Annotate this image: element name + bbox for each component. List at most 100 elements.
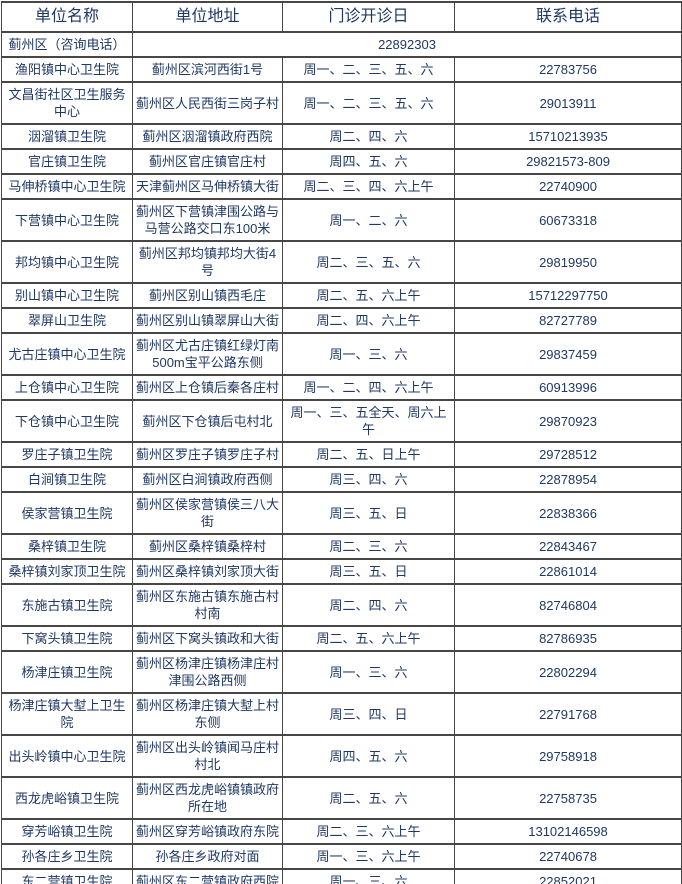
schedule-cell: 周二、三、六: [282, 533, 455, 560]
phone-cell: 22783756: [454, 56, 682, 83]
address-cell: 蓟州区下窝头镇政和大街: [132, 625, 283, 652]
phone-cell: 22852021: [454, 868, 682, 884]
phone-cell: 13102146598: [454, 818, 682, 845]
table-row: 东二营镇卫生院 蓟州区东二营镇政府西院 周一、三、六 22852021: [1, 868, 682, 884]
address-cell: 蓟州区人民西街三岗子村: [132, 81, 283, 125]
table-row: 杨津庄镇卫生院 蓟州区杨津庄镇杨津庄村津围公路西侧 周一、三、六 22802294: [1, 650, 682, 694]
address-cell: 蓟州区东施古镇东施古村村南: [132, 583, 283, 627]
address-cell: 蓟州区东二营镇政府西院: [132, 868, 283, 884]
phone-cell: 22838366: [454, 491, 682, 535]
unit-name-cell: 东施古镇卫生院: [1, 583, 133, 627]
unit-name-cell: 洇溜镇卫生院: [1, 123, 133, 150]
table-row: 邦均镇中心卫生院 蓟州区邦均镇邦均大街4号 周二、三、五、六 29819950: [1, 240, 682, 284]
schedule-cell: 周一、二、四、六上午: [282, 374, 455, 401]
table-row: 罗庄子镇卫生院 蓟州区罗庄子镇罗庄子村 周二、五、日上午 29728512: [1, 441, 682, 468]
table-row: 官庄镇卫生院 蓟州区官庄镇官庄村 周四、五、六 29821573-809: [1, 148, 682, 175]
table-row: 侯家营镇卫生院 蓟州区侯家营镇侯三八大街 周三、五、日 22838366: [1, 491, 682, 535]
table-row: 白涧镇卫生院 蓟州区白涧镇政府西侧 周三、四、六 22878954: [1, 466, 682, 493]
unit-name-cell: 别山镇中心卫生院: [1, 282, 133, 309]
unit-name-cell: 邦均镇中心卫生院: [1, 240, 133, 284]
schedule-cell: 周一、三、六: [282, 650, 455, 694]
table-row: 马伸桥镇中心卫生院 天津蓟州区马伸桥镇大街 周二、三、四、六上午 22740900: [1, 173, 682, 200]
table-row: 翠屏山卫生院 蓟州区别山镇翠屏山大街 周二、四、六上午 82727789: [1, 307, 682, 334]
unit-name-cell: 上仓镇中心卫生院: [1, 374, 133, 401]
table-row: 上仓镇中心卫生院 蓟州区上仓镇后秦各庄村 周一、二、四、六上午 60913996: [1, 374, 682, 401]
schedule-cell: 周四、五、六: [282, 734, 455, 778]
address-cell: 蓟州区别山镇翠屏山大街: [132, 307, 283, 334]
schedule-cell: 周二、三、四、六上午: [282, 173, 455, 200]
table-row: 别山镇中心卫生院 蓟州区别山镇西毛庄 周二、五、六上午 15712297750: [1, 282, 682, 309]
schedule-cell: 周一、三、六: [282, 868, 455, 884]
phone-cell: 29837459: [454, 332, 682, 376]
table-row: 渔阳镇中心卫生院 蓟州区滨河西街1号 周一、二、三、五、六 22783756: [1, 56, 682, 83]
phone-cell: 29013911: [454, 81, 682, 125]
address-cell: 蓟州区白涧镇政府西侧: [132, 466, 283, 493]
table-header: 单位名称 单位地址 门诊开诊日 联系电话: [1, 1, 682, 33]
phone-cell: 22878954: [454, 466, 682, 493]
schedule-cell: 周三、四、六: [282, 466, 455, 493]
address-cell: 蓟州区穿芳峪镇政府东院: [132, 818, 283, 845]
address-cell: 蓟州区滨河西街1号: [132, 56, 283, 83]
unit-name-cell: 罗庄子镇卫生院: [1, 441, 133, 468]
contact-phone-column-header: 联系电话: [454, 1, 682, 33]
unit-name-cell: 出头岭镇中心卫生院: [1, 734, 133, 778]
phone-cell: 22802294: [454, 650, 682, 694]
phone-cell: 29870923: [454, 399, 682, 443]
unit-name-cell: 下窝头镇卫生院: [1, 625, 133, 652]
table-row: 穿芳峪镇卫生院 蓟州区穿芳峪镇政府东院 周二、三、六上午 13102146598: [1, 818, 682, 845]
phone-cell: 22740900: [454, 173, 682, 200]
address-cell: 蓟州区罗庄子镇罗庄子村: [132, 441, 283, 468]
phone-cell: 22791768: [454, 692, 682, 736]
table-row: 杨津庄镇大堼上卫生院 蓟州区杨津庄镇大堼上村东侧 周三、四、日 22791768: [1, 692, 682, 736]
phone-cell: 15712297750: [454, 282, 682, 309]
schedule-cell: 周一、二、六: [282, 198, 455, 242]
unit-name-cell: 官庄镇卫生院: [1, 148, 133, 175]
address-cell: 蓟州区桑梓镇桑梓村: [132, 533, 283, 560]
address-cell: 孙各庄乡政府对面: [132, 843, 283, 870]
phone-cell: 22843467: [454, 533, 682, 560]
table-row: 出头岭镇中心卫生院 蓟州区出头岭镇闻马庄村村北 周四、五、六 29758918: [1, 734, 682, 778]
table-row: 西龙虎峪镇卫生院 蓟州区西龙虎峪镇镇政府所在地 周二、五、六 22758735: [1, 776, 682, 820]
phone-cell: 82746804: [454, 583, 682, 627]
phone-cell: 29819950: [454, 240, 682, 284]
schedule-cell: 周一、三、六上午: [282, 843, 455, 870]
schedule-cell: 周一、三、六: [282, 332, 455, 376]
unit-address-column-header: 单位地址: [132, 1, 283, 33]
table-row: 桑梓镇刘家顶卫生院 蓟州区桑梓镇刘家顶大街 周三、五、日 22861014: [1, 558, 682, 585]
address-cell: 蓟州区桑梓镇刘家顶大街: [132, 558, 283, 585]
address-cell: 蓟州区别山镇西毛庄: [132, 282, 283, 309]
address-cell: 蓟州区杨津庄镇杨津庄村津围公路西侧: [132, 650, 283, 694]
schedule-cell: 周三、四、日: [282, 692, 455, 736]
district-summary-row: 蓟州区（咨询电话） 22892303: [1, 31, 682, 58]
schedule-cell: 周二、五、六上午: [282, 625, 455, 652]
address-cell: 蓟州区出头岭镇闻马庄村村北: [132, 734, 283, 778]
schedule-cell: 周一、二、三、五、六: [282, 56, 455, 83]
phone-cell: 29728512: [454, 441, 682, 468]
unit-name-cell: 孙各庄乡卫生院: [1, 843, 133, 870]
phone-cell: 22758735: [454, 776, 682, 820]
schedule-cell: 周二、四、六: [282, 583, 455, 627]
phone-cell: 60673318: [454, 198, 682, 242]
unit-name-cell: 马伸桥镇中心卫生院: [1, 173, 133, 200]
address-cell: 蓟州区下营镇津围公路与马营公路交口东100米: [132, 198, 283, 242]
unit-name-column-header: 单位名称: [1, 1, 133, 33]
unit-name-cell: 西龙虎峪镇卫生院: [1, 776, 133, 820]
header-row: 单位名称 单位地址 门诊开诊日 联系电话: [1, 1, 682, 33]
table-row: 洇溜镇卫生院 蓟州区洇溜镇政府西院 周二、四、六 15710213935: [1, 123, 682, 150]
unit-name-cell: 文昌街社区卫生服务中心: [1, 81, 133, 125]
table-row: 下仓镇中心卫生院 蓟州区下仓镇后屯村北 周一、三、五全天、周六上午 29870923: [1, 399, 682, 443]
address-cell: 蓟州区邦均镇邦均大街4号: [132, 240, 283, 284]
address-cell: 蓟州区西龙虎峪镇镇政府所在地: [132, 776, 283, 820]
address-cell: 天津蓟州区马伸桥镇大街: [132, 173, 283, 200]
district-hotline-cell: 22892303: [132, 31, 682, 58]
phone-cell: 82786935: [454, 625, 682, 652]
table-row: 下营镇中心卫生院 蓟州区下营镇津围公路与马营公路交口东100米 周一、二、六 6067…: [1, 198, 682, 242]
table-body: 蓟州区（咨询电话） 22892303 渔阳镇中心卫生院 蓟州区滨河西街1号 周一、二…: [1, 31, 682, 884]
phone-cell: 29821573-809: [454, 148, 682, 175]
schedule-cell: 周四、五、六: [282, 148, 455, 175]
schedule-cell: 周一、二、三、五、六: [282, 81, 455, 125]
schedule-cell: 周一、三、五全天、周六上午: [282, 399, 455, 443]
phone-cell: 22861014: [454, 558, 682, 585]
